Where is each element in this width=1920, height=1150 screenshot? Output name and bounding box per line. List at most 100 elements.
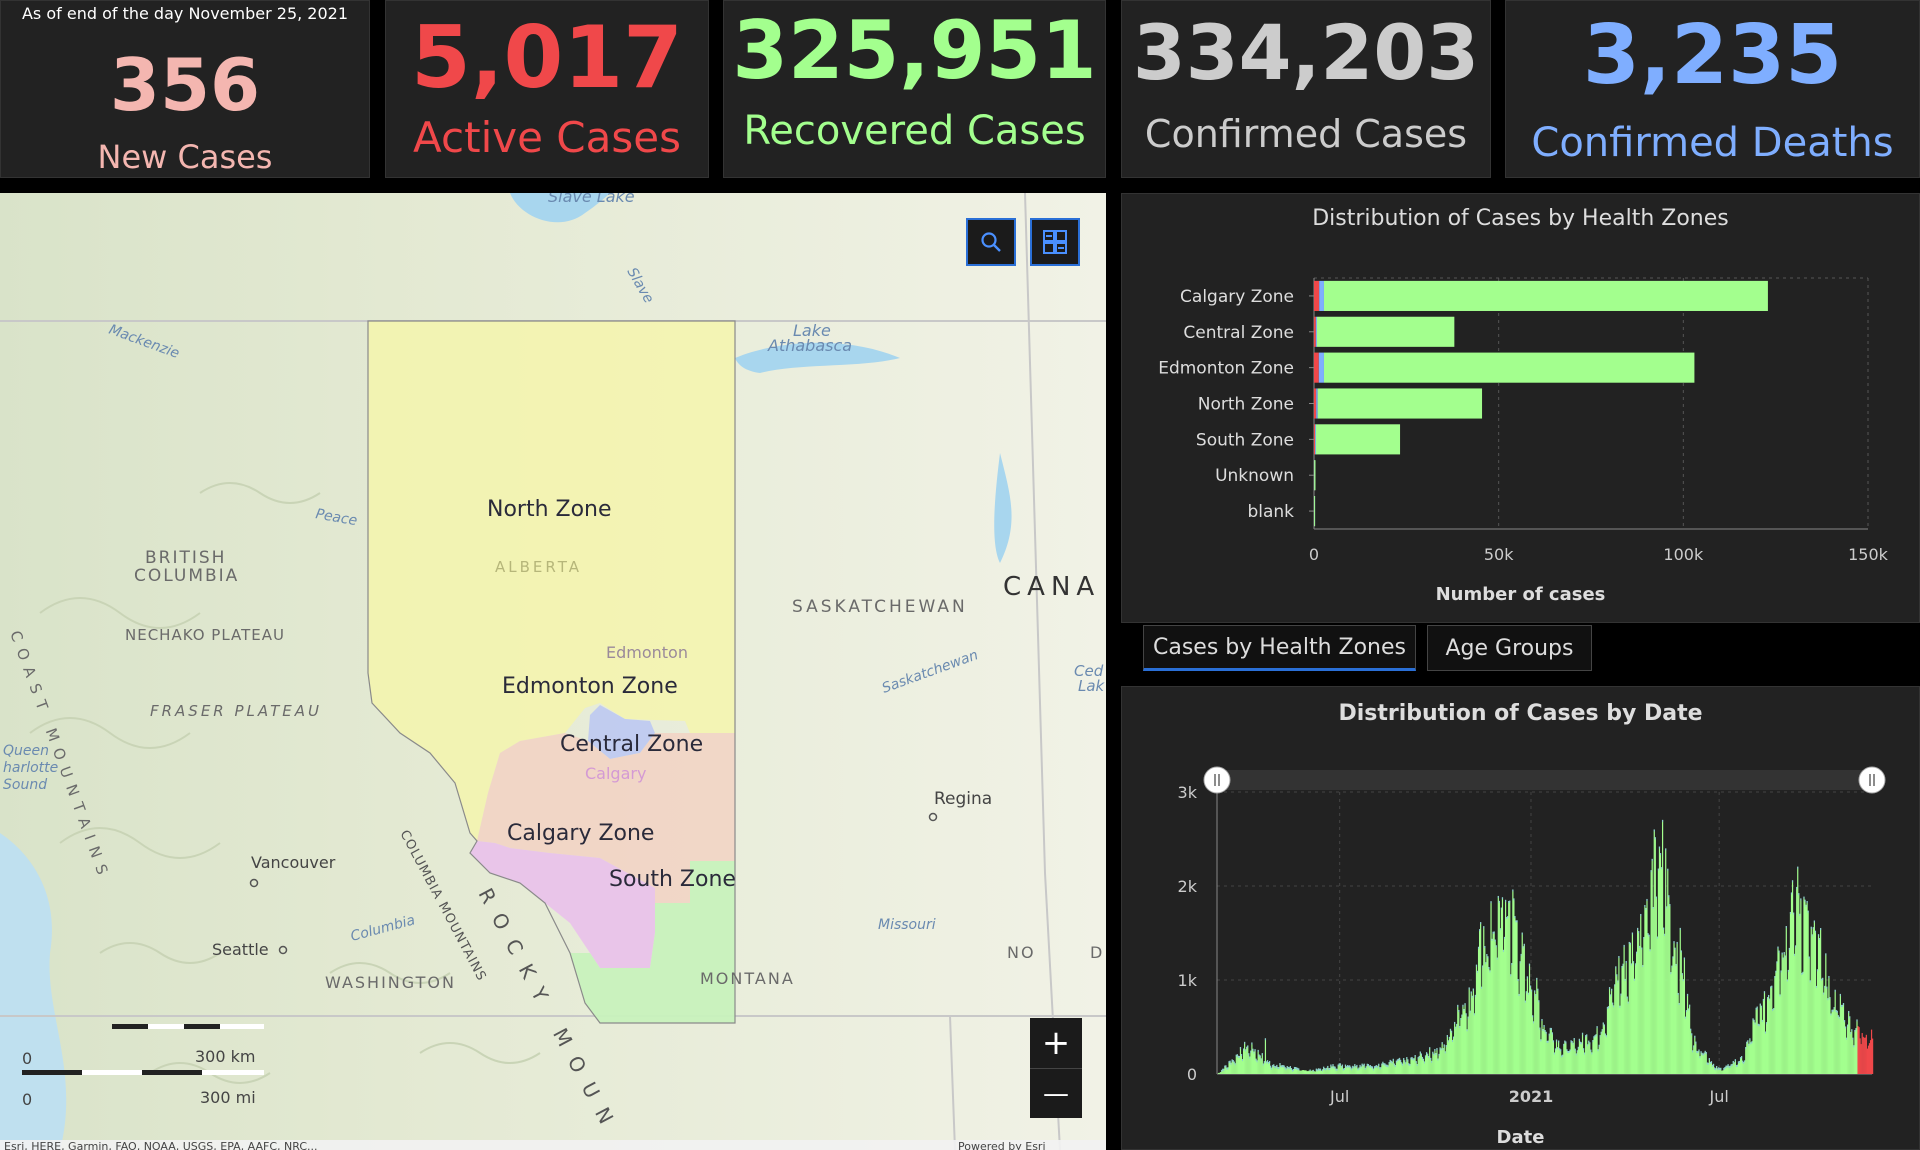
- date-bar[interactable]: [1595, 1034, 1597, 1074]
- date-bar[interactable]: [1717, 1068, 1719, 1074]
- date-bar[interactable]: [1472, 988, 1474, 1074]
- date-bar[interactable]: [1256, 1060, 1258, 1074]
- date-bar[interactable]: [1231, 1059, 1233, 1074]
- date-bar[interactable]: [1509, 900, 1511, 1074]
- date-bar[interactable]: [1461, 1014, 1463, 1074]
- date-bar[interactable]: [1341, 1064, 1343, 1074]
- date-bar[interactable]: [1495, 945, 1497, 1074]
- date-bar[interactable]: [1289, 1066, 1291, 1074]
- date-bar[interactable]: [1616, 974, 1618, 1074]
- date-bar[interactable]: [1625, 960, 1627, 1074]
- date-bar[interactable]: [1290, 1068, 1293, 1074]
- date-bar[interactable]: [1320, 1070, 1323, 1074]
- date-bar[interactable]: [1375, 1065, 1377, 1074]
- date-bar[interactable]: [1408, 1063, 1410, 1074]
- date-bar[interactable]: [1540, 1039, 1542, 1074]
- date-bar[interactable]: [1687, 1008, 1690, 1074]
- date-bar[interactable]: [1444, 1051, 1446, 1074]
- date-bar[interactable]: [1756, 1006, 1758, 1074]
- date-bar[interactable]: [1721, 1070, 1723, 1074]
- date-bar[interactable]: [1694, 1035, 1696, 1074]
- date-bar[interactable]: [1833, 1007, 1835, 1074]
- date-bar[interactable]: [1492, 931, 1494, 1074]
- date-bar[interactable]: [1828, 975, 1830, 1074]
- date-bar[interactable]: [1227, 1067, 1229, 1074]
- date-bar[interactable]: [1525, 991, 1527, 1074]
- date-bar[interactable]: [1541, 1018, 1543, 1074]
- date-bar[interactable]: [1691, 1033, 1693, 1074]
- date-bar[interactable]: [1813, 920, 1815, 1074]
- date-bar[interactable]: [1242, 1048, 1245, 1074]
- search-button[interactable]: [966, 218, 1016, 266]
- date-bar[interactable]: [1830, 1013, 1832, 1074]
- date-bar[interactable]: [1350, 1066, 1352, 1074]
- date-bar[interactable]: [1248, 1053, 1250, 1074]
- date-bar[interactable]: [1508, 900, 1510, 1074]
- date-bar[interactable]: [1723, 1067, 1725, 1074]
- date-bar[interactable]: [1607, 1006, 1610, 1074]
- date-bar[interactable]: [1738, 1060, 1741, 1074]
- date-bar[interactable]: [1810, 926, 1812, 1074]
- date-bar[interactable]: [1818, 938, 1821, 1074]
- date-bar[interactable]: [1620, 993, 1622, 1074]
- date-bar[interactable]: [1232, 1059, 1234, 1074]
- date-bar[interactable]: [1622, 963, 1624, 1074]
- date-bar[interactable]: [1587, 1044, 1589, 1074]
- date-bar[interactable]: [1455, 1026, 1457, 1074]
- date-bar[interactable]: [1382, 1061, 1384, 1074]
- date-bar[interactable]: [1345, 1066, 1348, 1074]
- date-bar[interactable]: [1413, 1058, 1415, 1074]
- date-bar[interactable]: [1236, 1054, 1238, 1074]
- date-bar[interactable]: [1794, 953, 1796, 1074]
- date-bar[interactable]: [1653, 829, 1655, 1074]
- date-bar[interactable]: [1858, 1027, 1860, 1074]
- date-bar[interactable]: [1246, 1046, 1248, 1074]
- date-bar[interactable]: [1292, 1069, 1295, 1074]
- tab-age-groups[interactable]: Age Groups: [1427, 625, 1592, 671]
- date-bar[interactable]: [1602, 1022, 1604, 1074]
- date-bar[interactable]: [1428, 1055, 1430, 1074]
- date-bar[interactable]: [1466, 1029, 1468, 1074]
- date-bar[interactable]: [1368, 1065, 1370, 1074]
- date-bar[interactable]: [1278, 1067, 1280, 1074]
- date-bar[interactable]: [1647, 933, 1649, 1074]
- date-bar[interactable]: [1412, 1058, 1414, 1074]
- date-bar[interactable]: [1561, 1055, 1563, 1074]
- date-bar[interactable]: [1355, 1066, 1357, 1074]
- zoom-in-button[interactable]: +: [1041, 1023, 1071, 1063]
- date-bar[interactable]: [1555, 1039, 1558, 1074]
- date-bar[interactable]: [1593, 1036, 1595, 1074]
- date-bar[interactable]: [1497, 895, 1499, 1074]
- date-bar[interactable]: [1570, 1040, 1572, 1074]
- date-bar[interactable]: [1329, 1068, 1331, 1074]
- south-zone-region[interactable]: [570, 861, 735, 1023]
- date-bar[interactable]: [1778, 950, 1780, 1074]
- date-bar[interactable]: [1420, 1053, 1422, 1074]
- date-bar[interactable]: [1226, 1067, 1228, 1074]
- date-bar[interactable]: [1302, 1070, 1304, 1074]
- date-bar[interactable]: [1398, 1057, 1401, 1074]
- date-bar[interactable]: [1777, 946, 1779, 1074]
- date-bar[interactable]: [1422, 1058, 1425, 1074]
- date-bar[interactable]: [1304, 1070, 1306, 1074]
- date-bar[interactable]: [1499, 928, 1501, 1074]
- date-bar[interactable]: [1407, 1059, 1409, 1074]
- date-bar[interactable]: [1261, 1053, 1263, 1074]
- date-bar[interactable]: [1836, 1010, 1838, 1074]
- date-bar[interactable]: [1727, 1064, 1729, 1074]
- date-bar[interactable]: [1641, 947, 1643, 1074]
- date-bar[interactable]: [1780, 970, 1782, 1074]
- date-bar[interactable]: [1678, 1003, 1680, 1074]
- date-bar[interactable]: [1841, 1004, 1844, 1074]
- date-bar[interactable]: [1430, 1057, 1432, 1074]
- date-bar[interactable]: [1333, 1066, 1335, 1074]
- date-bar[interactable]: [1494, 939, 1496, 1074]
- date-bar[interactable]: [1276, 1064, 1278, 1074]
- date-bar[interactable]: [1821, 978, 1823, 1074]
- date-bar[interactable]: [1501, 897, 1504, 1074]
- date-bar[interactable]: [1627, 1001, 1629, 1074]
- zone-bar-segment[interactable]: [1315, 424, 1317, 455]
- date-bar[interactable]: [1502, 949, 1505, 1074]
- date-bar[interactable]: [1425, 1052, 1428, 1074]
- date-bar[interactable]: [1552, 1040, 1555, 1074]
